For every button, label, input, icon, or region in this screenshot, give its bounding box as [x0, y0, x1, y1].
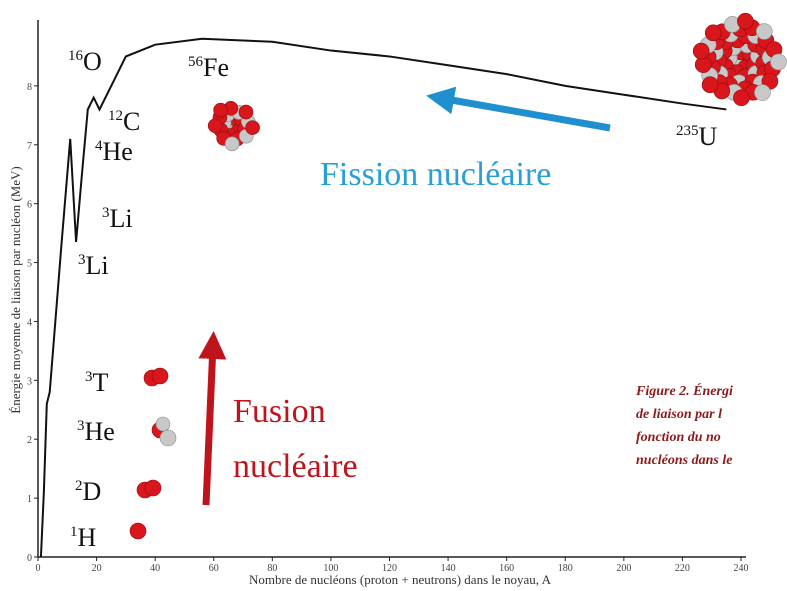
fusion-label: nucléaire	[233, 448, 358, 485]
nucleon	[754, 84, 771, 101]
isotope-label: 56Fe	[188, 53, 229, 82]
y-axis-title: Énergie moyenne de liaison par nucléon (…	[8, 166, 23, 413]
fusion-label: Fusion	[233, 393, 326, 430]
isotope-label: 3Li	[78, 251, 109, 280]
isotope-symbol: Li	[86, 251, 109, 280]
caption-line: de liaison par l	[636, 407, 722, 422]
isotope-symbol: C	[123, 107, 140, 136]
x-tick-label: 220	[675, 563, 690, 574]
x-tick-label: 240	[734, 563, 749, 574]
isotope-label: 4He	[95, 137, 133, 166]
isotope-symbol: He	[103, 137, 133, 166]
isotope-label: 16O	[68, 47, 102, 76]
isotope-mass: 3	[78, 252, 86, 268]
isotope-mass: 3	[85, 369, 93, 385]
y-tick-label: 6	[27, 200, 32, 211]
x-tick-label: 160	[499, 563, 514, 574]
isotope-mass: 3	[77, 418, 85, 434]
y-tick-label: 0	[27, 553, 32, 564]
isotope-symbol: U	[699, 122, 718, 151]
isotope-label: 1H	[70, 523, 97, 552]
isotope-symbol: D	[83, 477, 102, 506]
y-tick-label: 2	[27, 435, 32, 446]
nucleon	[207, 118, 223, 134]
caption-line: fonction du no	[636, 430, 721, 445]
nucleon	[733, 89, 750, 107]
nucleon	[129, 522, 147, 540]
nucleon	[704, 24, 722, 42]
x-tick-label: 60	[209, 563, 219, 574]
fission-arrow	[426, 86, 611, 132]
isotope-mass: 3	[102, 205, 110, 221]
nucleon	[159, 429, 177, 447]
fusion-arrow	[198, 331, 227, 506]
isotope-symbol: Fe	[203, 53, 229, 82]
isotope-label: 3Li	[102, 204, 133, 233]
nucleon	[213, 102, 228, 118]
isotope-label: 12C	[108, 107, 140, 136]
y-tick-label: 1	[27, 494, 32, 505]
y-tick-label: 7	[27, 141, 32, 152]
nucleon	[155, 416, 171, 432]
y-tick-label: 5	[27, 259, 32, 270]
caption-line: nucléons dans le	[636, 453, 732, 468]
fission-label: Fission nucléaire	[320, 156, 551, 193]
isotope-symbol: H	[78, 523, 97, 552]
isotope-mass: 12	[108, 108, 123, 124]
curve	[39, 37, 727, 558]
x-tick-label: 180	[558, 563, 573, 574]
y-tick-label: 4	[27, 317, 32, 328]
x-tick-label: 80	[267, 563, 277, 574]
isotope-mass: 1	[70, 524, 78, 540]
nucleon	[144, 479, 162, 497]
nucleon	[755, 23, 773, 40]
isotope-symbol: He	[85, 417, 115, 446]
isotope-mass: 4	[95, 138, 103, 154]
isotope-label: 2D	[75, 477, 101, 506]
isotope-symbol: T	[93, 368, 109, 397]
isotope-label: 3He	[77, 417, 115, 446]
x-axis-title: Nombre de nucléons (proton + neutrons) d…	[249, 572, 552, 587]
isotope-label: 3T	[85, 368, 109, 397]
isotope-symbol: Li	[110, 204, 133, 233]
x-tick-label: 120	[382, 563, 397, 574]
nucleon	[701, 76, 719, 94]
x-tick-label: 40	[150, 563, 160, 574]
isotope-mass: 16	[68, 48, 84, 64]
isotope-symbol: O	[83, 47, 102, 76]
nucleon	[770, 53, 787, 71]
caption-line: Figure 2. Énergi	[635, 382, 733, 399]
isotope-mass: 56	[188, 54, 204, 70]
nucleon	[692, 42, 710, 60]
nucleon	[737, 12, 754, 30]
x-tick-label: 0	[36, 563, 41, 574]
nucleon	[151, 367, 169, 385]
y-tick-label: 8	[27, 82, 32, 93]
nucleon	[245, 120, 260, 135]
nucleon	[238, 104, 254, 120]
x-tick-label: 20	[92, 563, 102, 574]
y-tick-label: 3	[27, 376, 32, 387]
x-tick-label: 140	[441, 563, 456, 574]
x-tick-label: 100	[323, 563, 338, 574]
nucleon	[224, 136, 240, 152]
x-tick-label: 200	[616, 563, 631, 574]
isotope-mass: 235	[676, 123, 699, 139]
isotope-label: 235U	[676, 122, 718, 151]
isotope-mass: 2	[75, 478, 83, 494]
